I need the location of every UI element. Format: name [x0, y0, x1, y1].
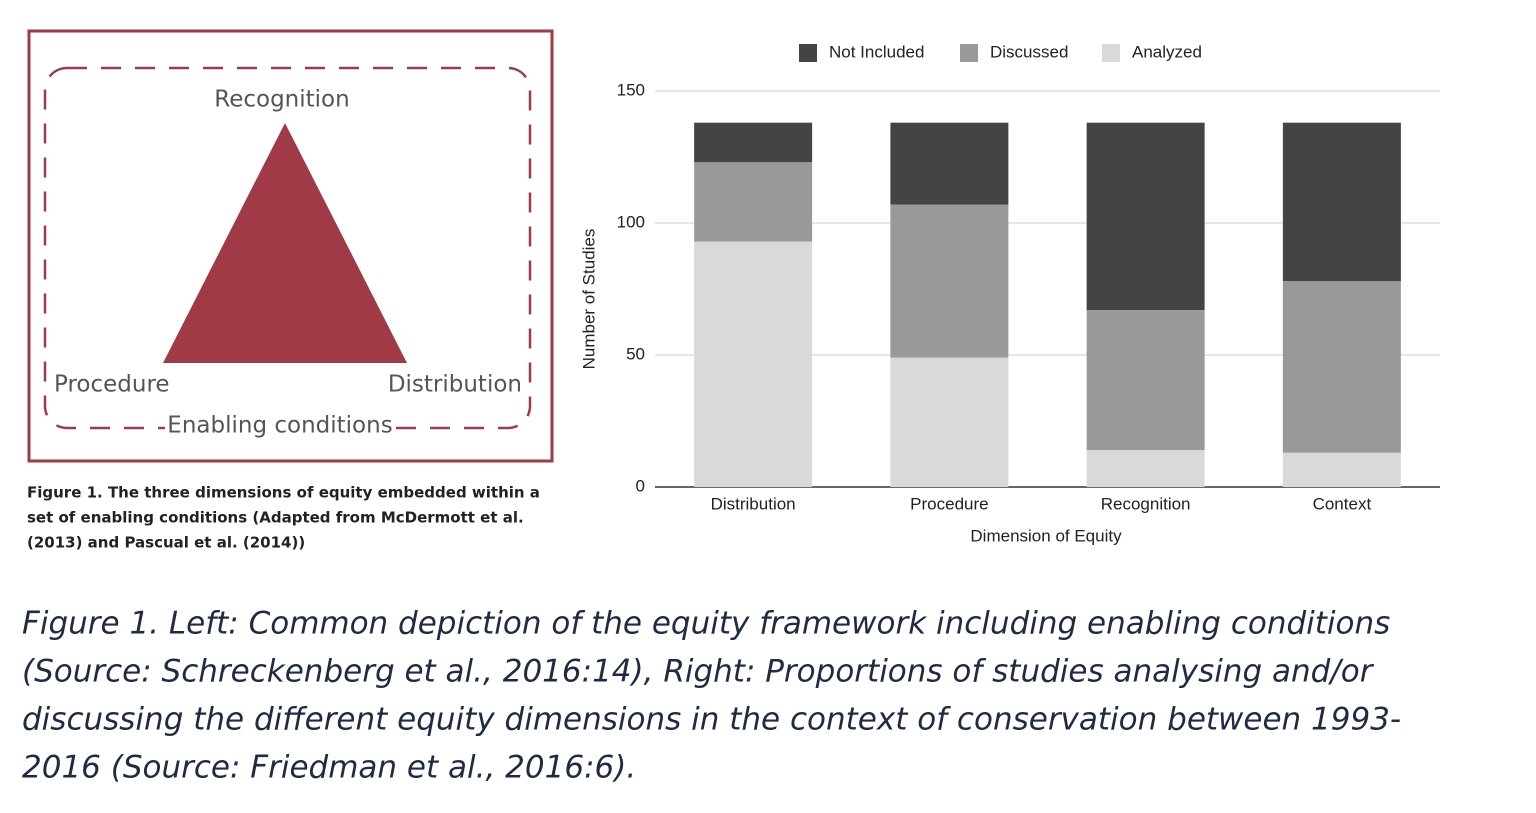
figure-caption: Figure 1. The three dimensions of equity…	[27, 484, 540, 502]
caption: Figure 1. Left: Common depiction of the …	[22, 606, 1390, 642]
diagram-border	[27, 29, 554, 463]
bar-segment	[694, 162, 813, 242]
y-tick-label: 0	[636, 476, 645, 495]
diagram-label: Recognition	[214, 87, 349, 113]
frame-gap	[165, 408, 395, 444]
frame-gap	[50, 370, 175, 400]
diagram-label: Distribution	[388, 372, 522, 398]
bar-segment	[1282, 452, 1401, 487]
figure-caption: (2013) and Pascual et al. (2014))	[27, 534, 305, 552]
legend-label: Not Included	[829, 42, 924, 61]
bar-segment	[694, 241, 813, 487]
caption: (Source: Schreckenberg et al., 2016:14),…	[22, 654, 1375, 690]
enabling-frame	[43, 66, 532, 430]
y-tick-label: 150	[617, 80, 645, 99]
bar-segment	[1086, 310, 1205, 451]
diagram-label: Procedure	[54, 372, 170, 398]
x-tick-label: Recognition	[1101, 494, 1191, 513]
legend-swatch	[799, 44, 817, 62]
bar-segment	[1086, 450, 1205, 487]
legend-swatch	[1102, 44, 1120, 62]
bar-segment	[1086, 122, 1205, 311]
x-tick-label: Context	[1313, 494, 1372, 513]
diagram-label: Enabling conditions	[167, 413, 392, 439]
x-tick-label: Procedure	[910, 494, 988, 513]
y-tick-label: 50	[626, 344, 645, 363]
bar-segment	[890, 357, 1009, 487]
x-axis-title: Dimension of Equity	[970, 526, 1122, 545]
caption: 2016 (Source: Friedman et al., 2016:6).	[22, 750, 636, 786]
bar-segment	[694, 122, 813, 163]
equity-triangle	[163, 123, 407, 363]
legend-label: Discussed	[990, 42, 1068, 61]
caption: discussing the different equity dimensio…	[22, 702, 1401, 738]
y-tick-label: 100	[617, 212, 645, 231]
legend-label: Analyzed	[1132, 42, 1202, 61]
figure-caption: set of enabling conditions (Adapted from…	[27, 509, 524, 527]
bar-segment	[890, 122, 1009, 205]
bar-segment	[1282, 122, 1401, 282]
bar-segment	[890, 204, 1009, 358]
legend-swatch	[960, 44, 978, 62]
bar-segment	[1282, 281, 1401, 453]
y-axis-title: Number of Studies	[579, 229, 598, 370]
frame-gap	[395, 370, 527, 400]
x-tick-label: Distribution	[711, 494, 796, 513]
